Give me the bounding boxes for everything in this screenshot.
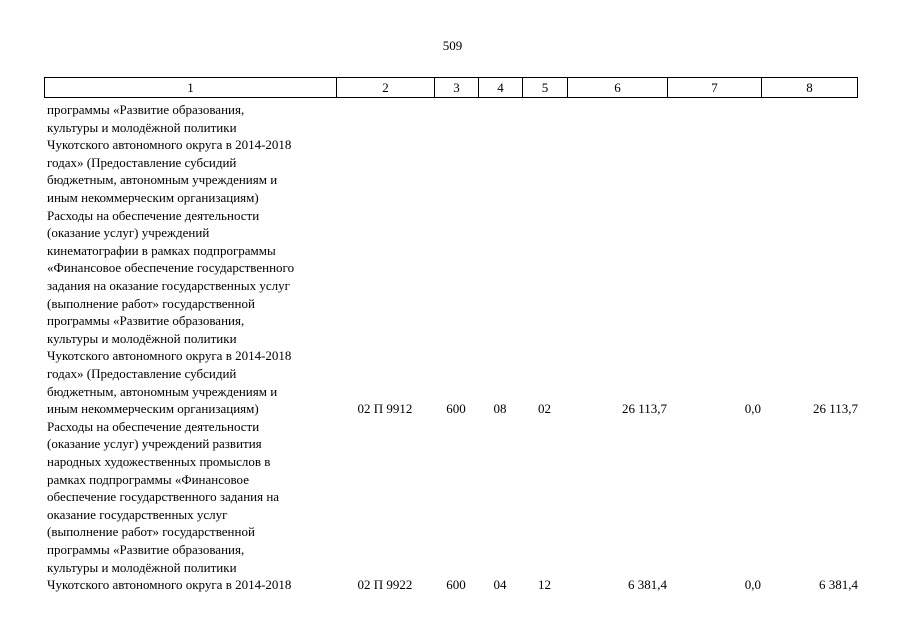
row-description: Расходы на обеспечение деятельности (ока… <box>47 418 292 593</box>
row-col-3: 600 <box>446 401 466 417</box>
row-col-7: 0,0 <box>744 577 761 593</box>
row-col-4: 04 <box>493 577 507 593</box>
page-number: 509 <box>442 38 463 53</box>
row-description: программы «Развитие образования, культур… <box>47 102 292 205</box>
header-cell-1: 1 <box>45 78 337 97</box>
row-col-8: 26 113,7 <box>812 401 858 417</box>
row-code: 02 П 9922 <box>357 577 413 593</box>
header-cell-3: 3 <box>435 78 479 97</box>
table-header-row: 1 2 3 4 5 6 7 8 <box>44 77 858 98</box>
header-cell-5: 5 <box>523 78 568 97</box>
row-description: Расходы на обеспечение деятельности (ока… <box>47 207 295 417</box>
row-col-5: 02 <box>538 401 551 417</box>
row-col-6: 6 381,4 <box>628 577 667 593</box>
row-code: 02 П 9912 <box>357 401 413 417</box>
header-cell-7: 7 <box>668 78 762 97</box>
row-col-3: 600 <box>446 577 466 593</box>
header-cell-4: 4 <box>479 78 523 97</box>
row-col-6: 26 113,7 <box>621 401 667 417</box>
row-col-8: 6 381,4 <box>819 577 858 593</box>
row-col-7: 0,0 <box>744 401 761 417</box>
row-col-4: 08 <box>493 401 507 417</box>
header-cell-8: 8 <box>806 80 813 95</box>
row-col-5: 12 <box>538 577 551 593</box>
header-cell-6: 6 <box>568 78 668 97</box>
header-cell-2: 2 <box>337 78 435 97</box>
